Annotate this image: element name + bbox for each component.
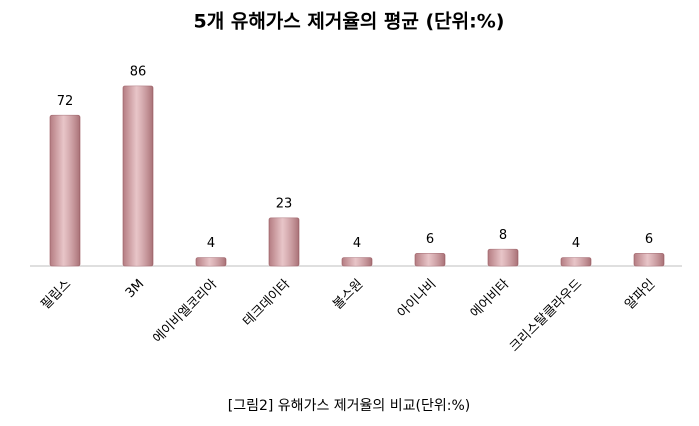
x-tick-label: 에어비타 (468, 277, 512, 321)
caption: [그림2] 유해가스 제거율의 비교(단위:%) (228, 398, 470, 414)
bar (341, 257, 373, 267)
data-label: 23 (276, 196, 293, 211)
bar (633, 253, 665, 267)
data-label: 6 (645, 232, 653, 247)
data-label: 4 (353, 236, 361, 251)
bar (195, 257, 227, 267)
x-tick-label: 알파인 (622, 277, 658, 313)
x-tick-label: 볼스원 (330, 277, 366, 313)
x-tick-label: 테크데이타 (240, 277, 293, 330)
data-label: 8 (499, 228, 507, 243)
bar (49, 114, 81, 267)
data-label: 86 (130, 65, 147, 80)
data-label: 72 (57, 94, 74, 109)
bar (414, 253, 446, 267)
data-label: 6 (426, 232, 434, 247)
x-tick-label: 3M (123, 277, 147, 301)
x-tick-label: 필립스 (38, 277, 74, 313)
bar (122, 85, 154, 267)
x-tick-label: 아이나비 (395, 277, 439, 321)
x-tick-label: 에이비엘코리아 (150, 277, 220, 347)
data-label: 4 (207, 236, 215, 251)
x-tick-label: 크리스탈클라우드 (507, 277, 585, 355)
chart-title: 5개 유해가스 제거율의 평균 (단위:%) (194, 11, 505, 33)
bar (560, 257, 592, 267)
bar (268, 217, 300, 267)
data-label: 4 (572, 236, 580, 251)
bar (487, 248, 519, 267)
